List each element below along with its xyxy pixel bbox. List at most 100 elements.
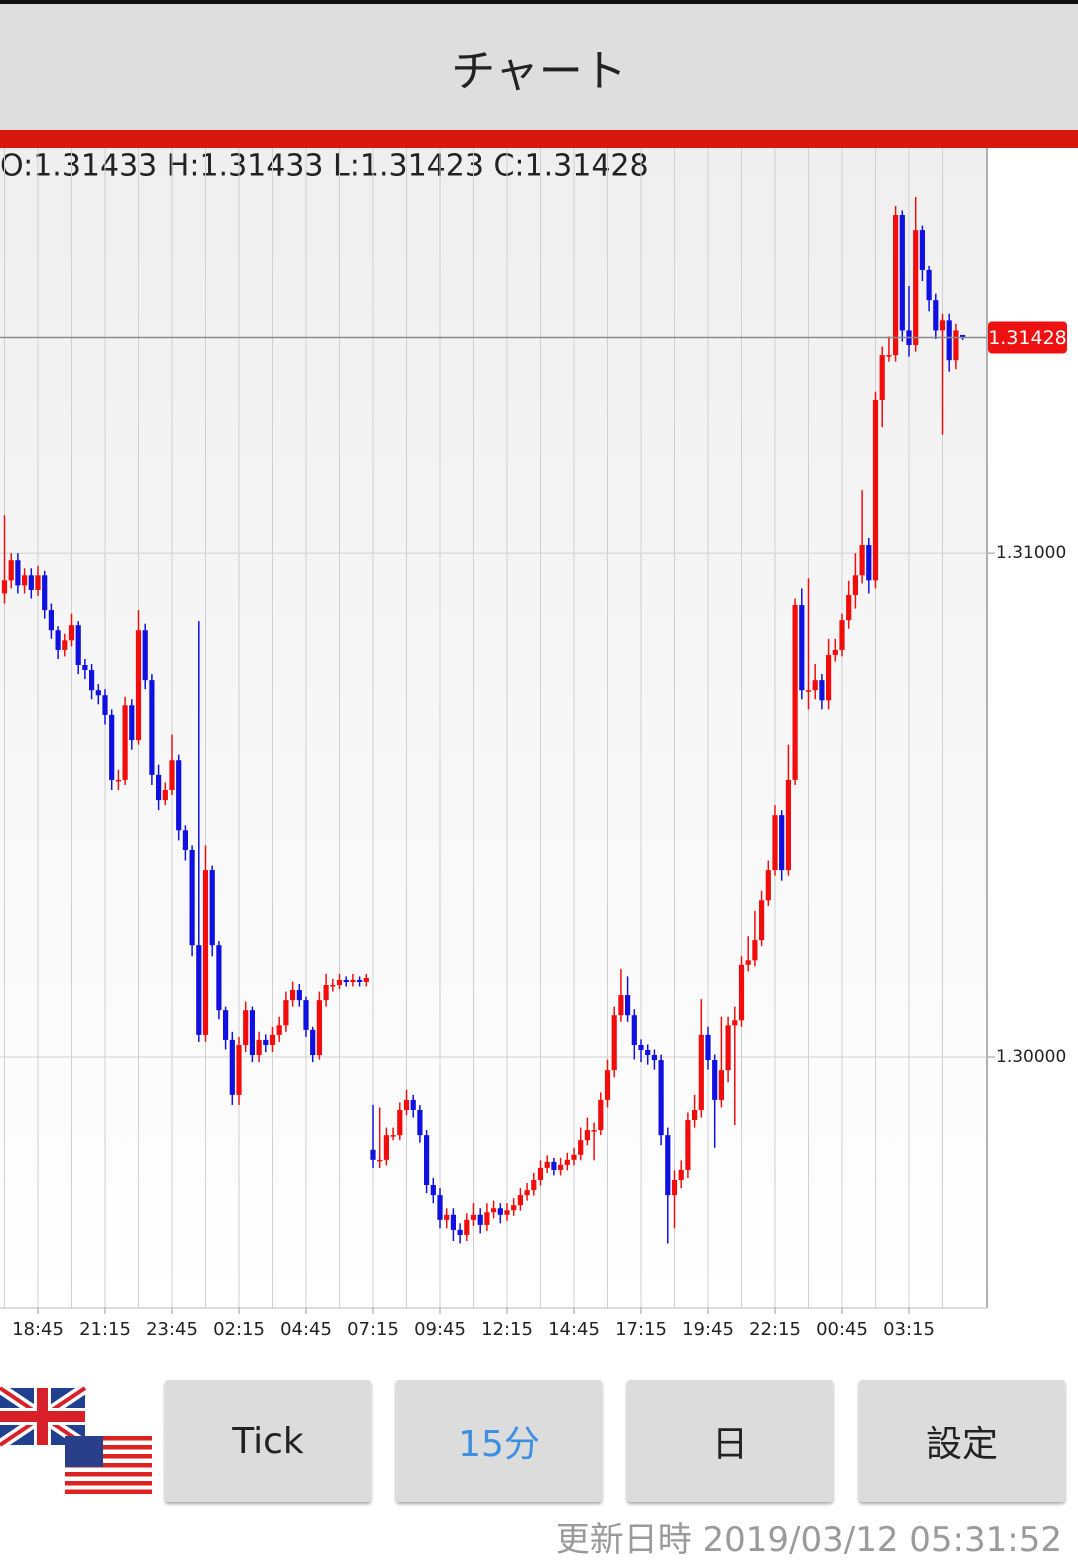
chart: O:1.31433 H:1.31433 L:1.31423 C:1.31428 … — [0, 148, 1067, 1340]
candle-body — [430, 1185, 436, 1196]
candle-body — [805, 690, 812, 692]
y-tick-label: 1.30000 — [996, 1047, 1066, 1067]
x-tick-label: 12:15 — [481, 1319, 533, 1340]
candle-body — [765, 870, 771, 901]
candle-body — [705, 1034, 711, 1061]
candle-body — [95, 690, 101, 696]
candle-body — [866, 545, 872, 581]
candle-body — [196, 945, 202, 1035]
current-price-badge — [988, 321, 1067, 354]
timeframe-button[interactable]: 15分 — [396, 1380, 602, 1502]
candle-body — [939, 320, 946, 331]
candle-body — [946, 320, 952, 361]
candle-body — [879, 355, 885, 400]
candle-body — [330, 984, 336, 987]
currency-pair-flags[interactable] — [0, 1386, 160, 1498]
candle-body — [517, 1195, 523, 1206]
candle-body — [350, 979, 356, 982]
candle-body — [578, 1140, 584, 1155]
candle-body — [785, 779, 791, 871]
candle-body — [68, 625, 75, 641]
candle-body — [638, 1044, 644, 1050]
candle-body — [960, 334, 966, 338]
candle-body — [55, 630, 61, 650]
candle-body — [718, 1070, 724, 1100]
candle-body — [531, 1180, 537, 1191]
candle-body — [497, 1208, 503, 1215]
candle-body — [22, 575, 28, 586]
candle-body — [852, 575, 858, 595]
candle-body — [290, 990, 296, 1001]
candle-body — [886, 355, 892, 357]
candle-body — [712, 1060, 718, 1100]
candles — [1, 196, 966, 1244]
timeframe-button[interactable]: 日 — [627, 1380, 833, 1502]
candle-body — [357, 979, 363, 982]
candle-body — [564, 1159, 570, 1165]
candle-body — [249, 1010, 255, 1056]
uk-flag — [0, 1386, 89, 1450]
candle-body — [953, 330, 959, 361]
candle-body — [310, 1029, 316, 1056]
candle-body — [665, 1135, 671, 1196]
candle-body — [122, 705, 128, 780]
candle-body — [223, 1010, 229, 1040]
candle-body — [738, 964, 745, 1021]
candle-body — [551, 1161, 557, 1170]
candle-body — [209, 870, 215, 946]
candle-body — [799, 605, 805, 691]
candle-body — [383, 1135, 389, 1160]
candle-body — [511, 1205, 517, 1211]
timeframe-button[interactable]: 設定 — [859, 1380, 1065, 1502]
candle-body — [316, 1000, 322, 1056]
candle-body — [899, 215, 905, 331]
candle-body — [625, 995, 631, 1016]
candle-body — [819, 680, 825, 701]
candle-body — [732, 1020, 738, 1026]
candle-body — [149, 680, 155, 775]
candle-body — [8, 560, 14, 581]
candle-body — [685, 1120, 691, 1170]
candle-body — [604, 1070, 611, 1100]
candle-body — [792, 605, 798, 780]
plot-area — [0, 148, 987, 1308]
status-line — [0, 0, 1078, 4]
update-time: 更新日時 2019/03/12 05:31:52 — [555, 1520, 1062, 1560]
candle-body — [524, 1190, 530, 1196]
candle-body — [236, 1044, 242, 1095]
candle-body — [450, 1214, 456, 1230]
candle-body — [424, 1135, 430, 1186]
timeframe-button[interactable]: Tick — [165, 1380, 371, 1502]
candle-body — [812, 680, 818, 691]
x-tick-label: 18:45 — [12, 1319, 64, 1340]
candle-body — [611, 1015, 617, 1071]
candle-body — [584, 1130, 590, 1141]
x-tick-label: 17:15 — [615, 1319, 667, 1340]
grid — [0, 148, 987, 1309]
candle-body — [296, 990, 302, 1001]
x-tick-label: 14:45 — [548, 1319, 600, 1340]
candle-body — [872, 399, 879, 581]
candle-body — [35, 575, 41, 590]
candle-body — [169, 760, 175, 790]
candle-body — [926, 269, 932, 301]
candle-body — [618, 995, 624, 1016]
candle-body — [832, 649, 838, 655]
candle-body — [457, 1229, 463, 1235]
current-price-label: 1.31428 — [988, 327, 1067, 349]
candle-body — [859, 545, 865, 576]
candle-body — [15, 560, 21, 586]
candle-body — [323, 984, 329, 1001]
candle-body — [692, 1109, 698, 1121]
candle-body — [658, 1060, 664, 1136]
candle-body — [303, 1000, 309, 1030]
accent-bar — [0, 130, 1078, 148]
candle-body — [417, 1109, 423, 1136]
candle-body — [243, 1010, 249, 1045]
candle-body — [1, 580, 8, 594]
candle-body — [598, 1099, 604, 1131]
candle-body — [651, 1055, 657, 1061]
candle-body — [135, 630, 142, 741]
candle-body — [591, 1130, 597, 1132]
